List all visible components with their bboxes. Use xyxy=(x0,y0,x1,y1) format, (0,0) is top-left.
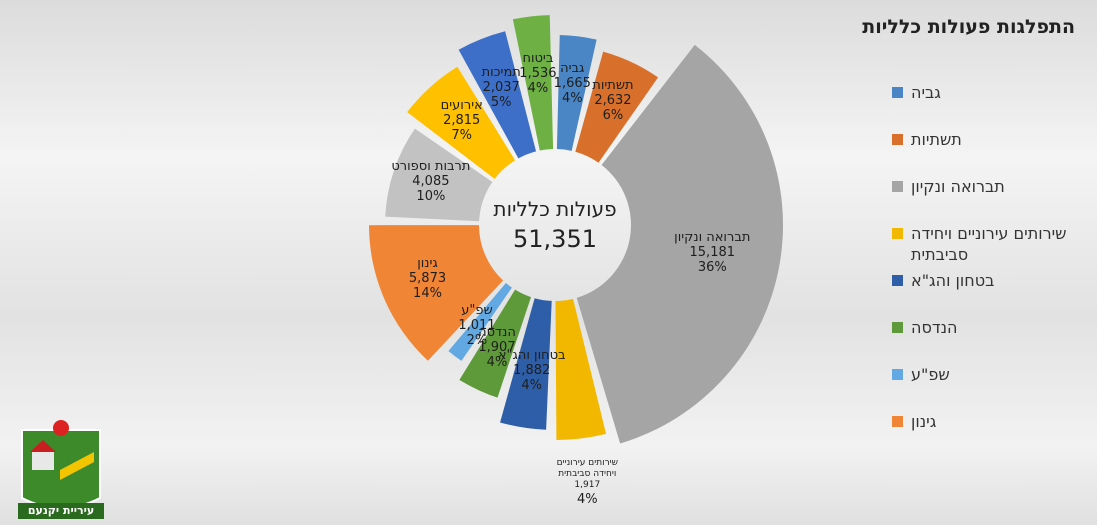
slice-value: 1,917 xyxy=(574,480,601,490)
slice-name: תרבות וספורט xyxy=(391,159,471,175)
slice-percent: 5% xyxy=(490,95,512,111)
slice-label: גינון 5,873 14% xyxy=(380,256,476,301)
slice xyxy=(385,128,493,222)
chart-title: התפלגות פעולות כלליות xyxy=(862,16,1075,38)
legend-label: גינון xyxy=(911,412,937,431)
slice-percent: 4% xyxy=(527,80,549,96)
slice-percent: 2% xyxy=(466,333,488,349)
legend-label: שפ"ע xyxy=(911,365,950,384)
legend-item: גינון xyxy=(892,411,1087,458)
slice-percent: 4% xyxy=(561,91,583,107)
slice-percent: 6% xyxy=(602,107,624,123)
legend-swatch xyxy=(892,228,903,239)
slice-percent: 4% xyxy=(521,377,543,393)
slice-label: בטחון והג"א 1,882 4% xyxy=(484,348,580,393)
slice-label: גביה 1,665 4% xyxy=(524,61,620,106)
legend-label: תשתיות xyxy=(911,130,962,149)
slice-value: 2,632 xyxy=(594,92,632,108)
slice-percent: 4% xyxy=(577,492,598,507)
legend-label: בטחון והג"א xyxy=(911,271,995,290)
slice xyxy=(459,289,531,398)
slice-label: אירועים 2,815 7% xyxy=(414,98,510,143)
legend-swatch xyxy=(892,275,903,286)
center-label: פעולות כלליות xyxy=(493,197,617,221)
slice xyxy=(575,51,659,163)
slice-name: גינון xyxy=(417,256,438,272)
slice-name: שפ"ע xyxy=(461,303,493,319)
slice-value: 1,907 xyxy=(478,340,516,356)
slice xyxy=(369,225,504,361)
slice-name: הנדסה xyxy=(478,325,516,341)
legend-label: הנדסה xyxy=(911,318,958,337)
slice-value: 1,665 xyxy=(553,76,591,92)
slice xyxy=(576,44,784,444)
legend-item: שירותים עירוניים ויחידה סביבתית xyxy=(892,223,1087,270)
slice-label: תברואה ונקיון 15,181 36% xyxy=(664,230,760,275)
slice-name: תברואה ונקיון xyxy=(674,230,751,246)
slice-name: אירועים xyxy=(440,97,483,113)
legend-item: גביה xyxy=(892,82,1087,129)
logo-text: עיריית יקנעם xyxy=(27,504,95,517)
legend: גביה תשתיות תברואה ונקיון שירותים עירוניים … xyxy=(892,82,1087,458)
slice-value: 2,037 xyxy=(482,80,520,96)
slice-name: תשתיות xyxy=(592,77,634,93)
slice-percent: 4% xyxy=(486,355,508,371)
slice xyxy=(556,35,597,151)
slice-name: בטחון והג"א xyxy=(497,347,566,363)
legend-swatch xyxy=(892,134,903,145)
slice-label: תשתיות 2,632 6% xyxy=(565,78,661,123)
slice-label: תרבות וספורט 4,085 10% xyxy=(383,159,479,204)
legend-item: תברואה ונקיון xyxy=(892,176,1087,223)
legend-swatch xyxy=(892,416,903,427)
legend-swatch xyxy=(892,369,903,380)
slice-name: גביה xyxy=(560,61,585,77)
slice-value: 2,815 xyxy=(443,112,481,128)
legend-item: הנדסה xyxy=(892,317,1087,364)
slice-name: תמיכות xyxy=(481,65,521,81)
legend-item: תשתיות xyxy=(892,129,1087,176)
slice-value: 15,181 xyxy=(689,245,736,261)
slice-value: 5,873 xyxy=(408,271,447,287)
slice-value: 1,536 xyxy=(519,65,557,81)
slice-label: הנדסה 1,907 4% xyxy=(449,325,545,370)
legend-label: שירותים עירוניים ויחידה סביבתית xyxy=(911,224,1067,264)
slice-label: שירותים עירוניים ויחידה סביבתית 1,917 4% xyxy=(547,458,627,507)
center-total: 51,351 xyxy=(513,225,597,253)
legend-item: שפ"ע xyxy=(892,364,1087,411)
legend-label: גביה xyxy=(911,83,941,102)
logo xyxy=(18,420,104,519)
slice-value: 1,011 xyxy=(458,318,496,334)
slice xyxy=(407,66,516,179)
slice xyxy=(555,298,607,440)
slice-percent: 36% xyxy=(697,260,727,276)
center: פעולות כלליות 51,351 xyxy=(455,197,655,253)
legend-swatch xyxy=(892,181,903,192)
slice xyxy=(512,15,554,151)
legend-swatch xyxy=(892,87,903,98)
slice xyxy=(500,298,552,430)
slice xyxy=(458,31,537,159)
legend-label: תברואה ונקיון xyxy=(911,177,1005,196)
slice-percent: 14% xyxy=(413,286,442,302)
slice-label: שפ"ע 1,011 2% xyxy=(429,303,525,348)
slice-value: 4,085 xyxy=(412,174,450,190)
slice-name: ביטוח xyxy=(522,50,554,66)
slice xyxy=(448,283,512,361)
slice-label: תמיכות 2,037 5% xyxy=(453,65,549,110)
slice-name: שירותים עירוניים ויחידה סביבתית xyxy=(556,458,619,479)
slice-label: ביטוח 1,536 4% xyxy=(490,51,586,96)
legend-item: בטחון והג"א xyxy=(892,270,1087,317)
slice-value: 1,882 xyxy=(513,362,551,378)
legend-swatch xyxy=(892,322,903,333)
slice-percent: 10% xyxy=(416,189,446,205)
slice-percent: 7% xyxy=(451,127,473,143)
